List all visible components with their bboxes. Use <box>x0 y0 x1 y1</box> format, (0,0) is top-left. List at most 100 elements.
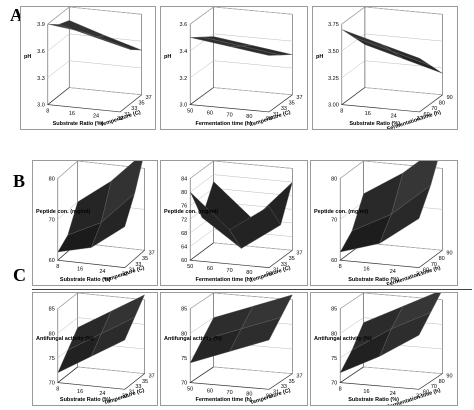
z-grid-line <box>340 293 443 309</box>
z-tick-label: 3.25 <box>328 76 339 82</box>
panel-b2: 60 64 68 72 76 80 84 50 60 70 80 90 31 33 35 37 Fermenta… <box>160 160 308 286</box>
z-tick-label: 68 <box>181 231 187 237</box>
x-tick-label: 8 <box>339 264 342 270</box>
z-tick-label: 3.3 <box>37 76 45 82</box>
z-grid-line <box>190 228 293 247</box>
y-tick-label: 33 <box>281 106 287 112</box>
x-tick-label: 16 <box>365 111 371 117</box>
z-tick-label: 75 <box>181 356 187 362</box>
x-tick-label: 70 <box>227 390 233 396</box>
y-tick-label: 35 <box>138 101 144 107</box>
x-axis-label: Fermentation time (h) <box>196 277 252 283</box>
x-tick-label: 16 <box>69 111 75 117</box>
x-tick-label: 80 <box>246 114 252 120</box>
z-axis-label: pH <box>24 54 31 60</box>
y-tick-label: 90 <box>446 250 452 256</box>
y-tick-label: 35 <box>142 256 148 262</box>
floor-edge <box>56 366 145 390</box>
x-axis-label: Substrate Ratio (%) <box>60 397 111 403</box>
z-grid-line <box>341 33 443 52</box>
z-tick-label: 85 <box>49 307 55 313</box>
z-grid-line <box>341 7 443 25</box>
x-axis-label: Substrate Ratio (%) <box>348 277 399 283</box>
z-tick-label: 80 <box>181 190 187 196</box>
x-tick-label: 24 <box>93 113 99 119</box>
x-tick-label: 32 <box>117 116 123 122</box>
floor-edge <box>189 366 293 390</box>
y-axis-label: Temperature (C) <box>100 110 142 129</box>
panel-c3: 70 75 80 85 8 16 24 32 60 70 80 90 Substrate Ratio (… <box>310 292 458 406</box>
x-axis-label: Fermentation time (h) <box>196 121 252 127</box>
z-tick-label: 3.2 <box>180 76 188 82</box>
y-tick-label: 70 <box>431 384 437 390</box>
y-tick-label: 37 <box>146 95 152 101</box>
z-tick-label: 60 <box>331 258 337 264</box>
surface-patch <box>229 45 281 56</box>
z-tick-label: 84 <box>181 176 187 182</box>
y-tick-label: 31 <box>129 389 135 395</box>
y-tick-label: 33 <box>281 262 287 268</box>
z-tick-label: 3.6 <box>37 49 45 55</box>
z-grid-line <box>47 33 142 52</box>
y-tick-label: 70 <box>431 106 437 112</box>
x-tick-label: 8 <box>46 109 49 115</box>
z-tick-label: 3.0 <box>37 103 45 109</box>
z-grid-line <box>341 60 443 78</box>
surface-patch <box>229 205 281 249</box>
y-tick-label: 35 <box>142 379 148 385</box>
z-tick-label: 75 <box>331 356 337 362</box>
z-tick-label: 70 <box>49 381 55 387</box>
floor-edge <box>189 87 293 113</box>
z-axis-label: Peptide con. (mg/ml) <box>36 209 90 215</box>
y-tick-label: 90 <box>447 95 453 101</box>
x-tick-label: 80 <box>246 270 252 276</box>
x-axis-label: Substrate Ratio (%) <box>60 277 111 283</box>
x-tick-label: 16 <box>363 267 369 273</box>
z-grid-line <box>190 60 293 78</box>
panel-a1: 3.0 3.3 3.6 3.9 8 16 24 32 31 33 35 37 Substrate Rat… <box>20 6 156 130</box>
y-tick-label: 35 <box>289 379 295 385</box>
section-label-b: B <box>13 171 26 191</box>
z-tick-label: 80 <box>181 331 187 337</box>
x-tick-label: 90 <box>266 393 272 399</box>
z-tick-label: 60 <box>49 258 55 264</box>
z-axis-label: Peptide con. (mg/ml) <box>314 209 368 215</box>
y-tick-label: 37 <box>149 374 155 380</box>
y-tick-label: 37 <box>149 250 155 256</box>
z-tick-label: 70 <box>331 381 337 387</box>
x-tick-label: 8 <box>56 264 59 270</box>
y-tick-label: 35 <box>289 101 295 107</box>
z-tick-label: 76 <box>181 204 187 210</box>
z-tick-label: 85 <box>181 307 187 313</box>
y-tick-label: 33 <box>131 106 137 112</box>
x-tick-label: 50 <box>187 387 193 393</box>
panel-c2: 70 75 80 85 50 60 70 80 90 31 33 35 37 Fermentation t… <box>160 292 308 406</box>
z-tick-label: 3.9 <box>37 22 45 28</box>
z-grid-line <box>190 33 293 52</box>
x-tick-label: 60 <box>207 388 213 394</box>
y-tick-label: 33 <box>281 384 287 390</box>
y-tick-label: 31 <box>129 268 135 274</box>
x-tick-label: 80 <box>246 392 252 398</box>
x-tick-label: 8 <box>56 387 59 393</box>
y-tick-label: 31 <box>273 112 279 118</box>
z-grid-line <box>190 174 293 193</box>
z-tick-label: 80 <box>331 331 337 337</box>
surface-patch <box>90 192 136 249</box>
surface-patch <box>379 312 432 357</box>
back-wall <box>364 7 443 96</box>
x-axis-label: Substrate Ratio (%) <box>53 121 104 127</box>
x-tick-label: 32 <box>122 272 128 278</box>
section-label-a: A <box>10 5 23 25</box>
z-grid-line <box>190 161 293 179</box>
z-axis-label: Antifungal activity (%) <box>36 336 94 342</box>
z-grid-line <box>47 7 142 25</box>
x-tick-label: 8 <box>339 387 342 393</box>
z-tick-label: 80 <box>49 331 55 337</box>
x-tick-label: 24 <box>390 391 396 397</box>
x-tick-label: 24 <box>99 391 105 397</box>
